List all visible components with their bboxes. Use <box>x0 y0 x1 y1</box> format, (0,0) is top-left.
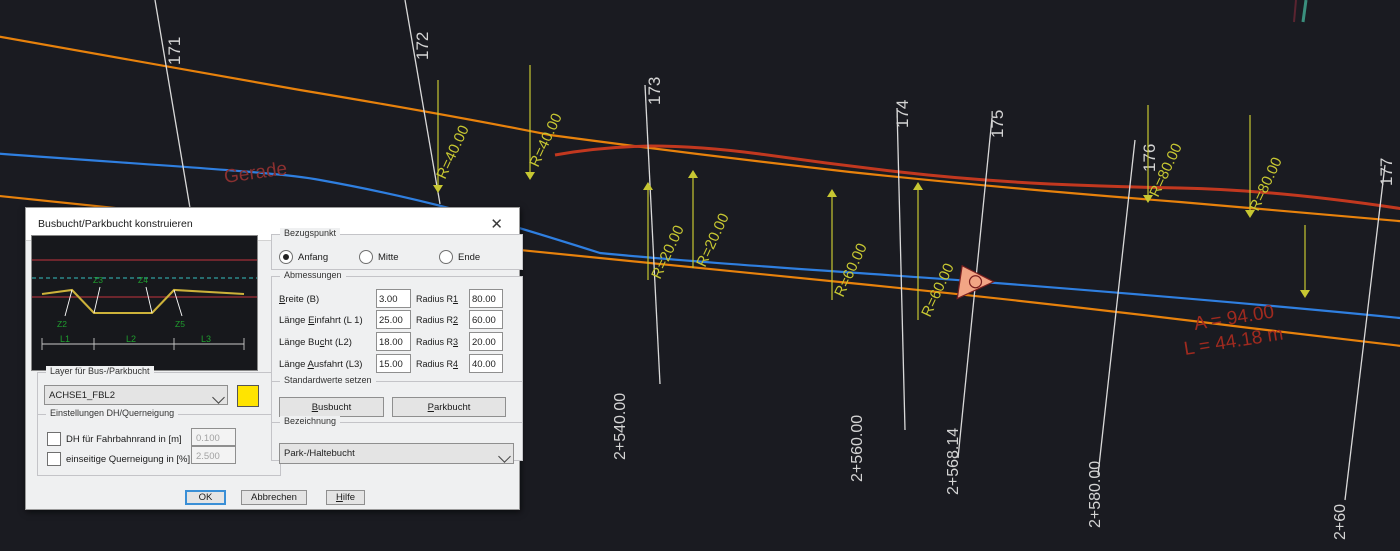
svg-text:174: 174 <box>893 100 912 128</box>
svg-text:R=40.00: R=40.00 <box>433 123 473 182</box>
svg-text:R=80.00: R=80.00 <box>1246 155 1286 214</box>
svg-text:2+560.00: 2+560.00 <box>849 415 866 482</box>
svg-text:Z5: Z5 <box>175 319 185 329</box>
svg-text:Z2: Z2 <box>57 319 67 329</box>
svg-text:L1: L1 <box>60 334 70 344</box>
svg-text:175: 175 <box>988 110 1007 138</box>
svg-text:172: 172 <box>413 32 432 60</box>
svg-text:R=20.00: R=20.00 <box>693 211 733 270</box>
svg-text:173: 173 <box>645 77 664 105</box>
svg-text:Z3: Z3 <box>93 275 103 285</box>
svg-text:R=40.00: R=40.00 <box>526 111 566 170</box>
svg-text:Z4: Z4 <box>138 275 148 285</box>
svg-text:L2: L2 <box>126 334 136 344</box>
svg-text:2+580.00: 2+580.00 <box>1087 461 1104 528</box>
svg-text:2+540.00: 2+540.00 <box>612 393 629 460</box>
svg-text:171: 171 <box>165 37 184 65</box>
svg-text:R=20.00: R=20.00 <box>648 223 688 282</box>
svg-text:2+568.14: 2+568.14 <box>945 428 962 495</box>
svg-text:2+60: 2+60 <box>1332 504 1349 540</box>
svg-text:176: 176 <box>1140 144 1159 172</box>
svg-text:R=60.00: R=60.00 <box>831 241 871 300</box>
svg-text:177: 177 <box>1377 158 1396 186</box>
svg-text:Gerade: Gerade <box>223 158 289 188</box>
svg-text:L3: L3 <box>201 334 211 344</box>
